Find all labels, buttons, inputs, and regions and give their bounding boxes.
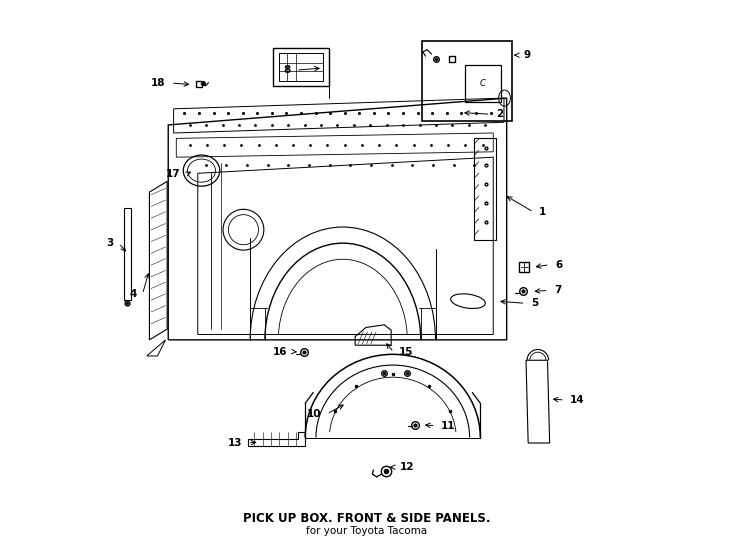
Text: C: C — [480, 79, 486, 88]
Text: 2: 2 — [496, 109, 504, 119]
Text: 14: 14 — [570, 395, 585, 405]
Text: 10: 10 — [307, 409, 321, 419]
Text: PICK UP BOX. FRONT & SIDE PANELS.: PICK UP BOX. FRONT & SIDE PANELS. — [243, 512, 491, 525]
Text: 7: 7 — [554, 286, 562, 295]
Text: 16: 16 — [273, 347, 288, 356]
Text: 13: 13 — [228, 438, 242, 448]
Text: 18: 18 — [151, 78, 166, 88]
Text: 3: 3 — [106, 238, 114, 248]
Text: for your Toyota Tacoma: for your Toyota Tacoma — [306, 526, 428, 536]
Text: 5: 5 — [531, 298, 538, 308]
Text: 6: 6 — [555, 260, 562, 269]
Text: 9: 9 — [524, 50, 531, 60]
Text: 1: 1 — [539, 207, 546, 217]
Text: 12: 12 — [400, 462, 415, 472]
Text: 15: 15 — [399, 347, 414, 357]
Text: 8: 8 — [283, 65, 291, 75]
Text: 11: 11 — [441, 421, 456, 431]
Text: 17: 17 — [165, 170, 180, 179]
Text: 4: 4 — [130, 289, 137, 299]
